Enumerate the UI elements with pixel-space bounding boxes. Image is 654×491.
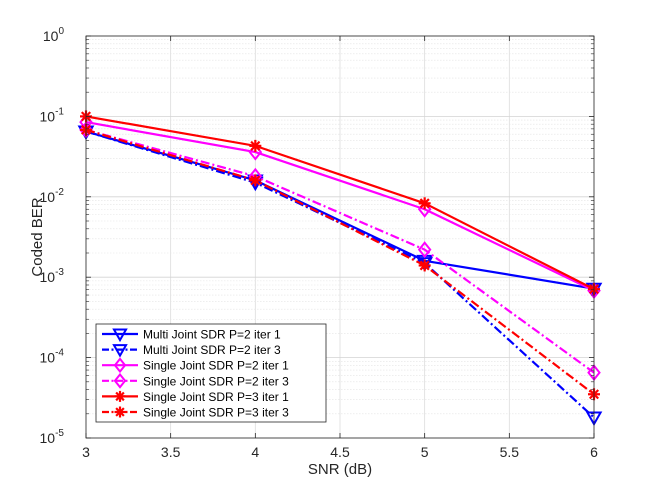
triangle-down-marker [112, 344, 128, 358]
series-line [85, 130, 595, 419]
asterisk-stroke [250, 175, 261, 186]
series-line [85, 128, 595, 396]
legend-item: Single Joint SDR P=3 iter 1 [102, 390, 289, 404]
legend-label: Multi Joint SDR P=2 iter 3 [143, 343, 281, 357]
x-tick-label: 3 [82, 444, 90, 460]
asterisk-stroke [250, 140, 261, 151]
asterisk-marker [418, 197, 431, 210]
diamond-marker [113, 357, 127, 374]
legend-label: Single Joint SDR P=2 iter 3 [143, 374, 289, 388]
asterisk-stroke [115, 391, 125, 402]
diamond-marker [417, 241, 432, 259]
legend-item: Single Joint SDR P=2 iter 1 [102, 357, 289, 374]
x-tick-label: 5 [421, 444, 429, 460]
x-axis-label: SNR (dB) [308, 461, 372, 478]
series-line [85, 115, 595, 291]
x-tick-label: 5.5 [500, 444, 520, 460]
series-line [85, 128, 595, 374]
asterisk-marker [249, 174, 262, 187]
x-tick-label: 6 [590, 444, 598, 460]
series-line [85, 120, 595, 292]
asterisk-marker [418, 259, 431, 272]
asterisk-marker [249, 139, 262, 152]
series-5 [80, 110, 600, 296]
x-tick-label: 4 [251, 444, 259, 460]
asterisk-stroke [419, 260, 430, 271]
legend-item: Single Joint SDR P=3 iter 3 [102, 406, 289, 420]
legend-item: Single Joint SDR P=2 iter 3 [102, 372, 289, 389]
y-axis-label: Coded BER [29, 197, 46, 276]
legend-label: Multi Joint SDR P=2 iter 1 [143, 328, 281, 342]
asterisk-marker [114, 390, 126, 402]
legend-label: Single Joint SDR P=2 iter 1 [143, 359, 289, 373]
triangle-down-marker [112, 328, 128, 343]
series-layer [77, 110, 603, 427]
asterisk-stroke [115, 407, 125, 417]
legend-box [95, 323, 327, 423]
x-tick-label: 3.5 [161, 444, 181, 460]
legend-label: Single Joint SDR P=3 iter 1 [143, 390, 289, 404]
asterisk-marker [114, 406, 126, 418]
asterisk-stroke [419, 198, 430, 209]
diamond-marker [113, 372, 127, 389]
x-tick-label: 4.5 [330, 444, 350, 460]
legend-label: Single Joint SDR P=3 iter 3 [143, 406, 289, 420]
legend-item: Multi Joint SDR P=2 iter 1 [102, 328, 281, 343]
legend-item: Multi Joint SDR P=2 iter 3 [102, 343, 281, 358]
